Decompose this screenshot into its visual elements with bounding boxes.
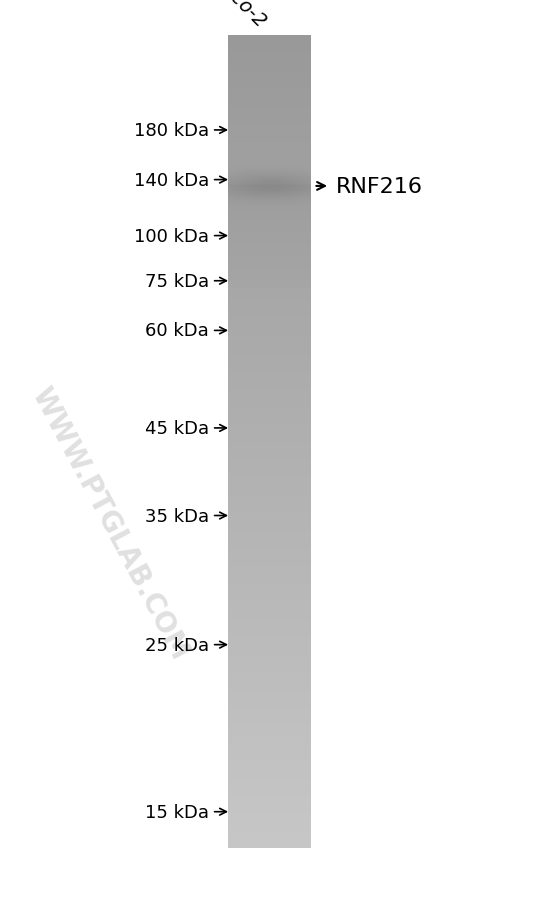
Text: 25 kDa: 25 kDa xyxy=(145,636,209,654)
Text: 140 kDa: 140 kDa xyxy=(134,171,209,189)
Text: 15 kDa: 15 kDa xyxy=(145,803,209,821)
Text: RNF216: RNF216 xyxy=(336,177,422,197)
Text: Caco-2: Caco-2 xyxy=(208,0,270,32)
Text: WWW.PTGLAB.COM: WWW.PTGLAB.COM xyxy=(26,382,194,664)
Text: 180 kDa: 180 kDa xyxy=(134,122,209,140)
Text: 35 kDa: 35 kDa xyxy=(145,507,209,525)
Text: 75 kDa: 75 kDa xyxy=(145,272,209,290)
Text: 60 kDa: 60 kDa xyxy=(145,322,209,340)
Text: 45 kDa: 45 kDa xyxy=(145,419,209,437)
Text: 100 kDa: 100 kDa xyxy=(134,227,209,245)
